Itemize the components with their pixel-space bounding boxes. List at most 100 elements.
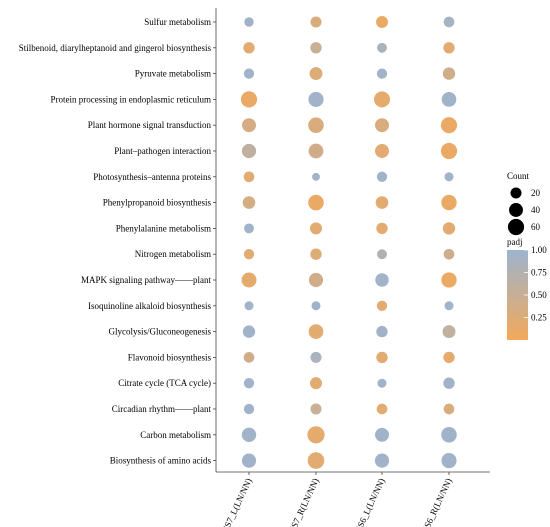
- bubble: [309, 222, 323, 235]
- bubble: [308, 194, 324, 211]
- bubble: [243, 403, 255, 415]
- bubble: [308, 91, 324, 107]
- count-legend-label: 20: [531, 188, 541, 198]
- bubble: [443, 403, 455, 415]
- bubble: [243, 378, 255, 389]
- bubble: [440, 142, 458, 160]
- bubble: [310, 351, 322, 363]
- bubble: [376, 351, 388, 364]
- bubble: [376, 68, 388, 79]
- bubble: [375, 196, 389, 209]
- pathway-label: Protein processing in endoplasmic reticu…: [51, 94, 211, 104]
- bubble: [310, 403, 322, 415]
- bubble: [441, 272, 457, 288]
- bubble: [376, 171, 388, 182]
- bubble: [443, 16, 455, 28]
- bubble: [308, 272, 324, 288]
- bubble: [440, 117, 458, 134]
- pathway-label: Plant hormone signal transduction: [88, 120, 212, 130]
- bubble: [308, 117, 324, 133]
- bubble: [374, 91, 390, 108]
- bubble: [241, 272, 257, 288]
- bubble: [375, 118, 389, 133]
- count-legend-dot: [507, 218, 525, 236]
- pathway-label: Flavonoid biosynthesis: [128, 352, 212, 362]
- bubble: [312, 172, 320, 181]
- bubble: [441, 194, 457, 211]
- pathway-label: Isoquinoline alkaloid biosynthesis: [88, 301, 211, 311]
- bubble: [441, 427, 457, 443]
- pathway-label: Phenylalanine metabolism: [116, 223, 211, 233]
- bubble: [376, 222, 388, 235]
- bubble: [442, 325, 456, 339]
- bubble: [441, 92, 457, 107]
- bubble: [441, 453, 457, 469]
- bubble: [241, 143, 257, 159]
- pathway-label: Pyruvate metabolism: [135, 69, 211, 79]
- bubble: [241, 453, 257, 468]
- count-legend-label: 40: [531, 205, 541, 215]
- bubble: [443, 351, 455, 364]
- bubble: [309, 67, 323, 81]
- bubble: [377, 378, 387, 388]
- sample-label: NS7_L(LN/NN): [220, 477, 254, 527]
- padj-legend-title: padj: [507, 237, 523, 247]
- bubble: [310, 16, 322, 28]
- pathway-label: Biosynthesis of amino acids: [110, 456, 212, 466]
- bubble: [442, 222, 456, 235]
- bubble: [444, 301, 454, 311]
- bubble: [243, 171, 255, 183]
- bubble: [243, 249, 255, 260]
- pathway-label: Circadian rhythm——plant: [112, 404, 212, 414]
- bubble: [375, 144, 389, 158]
- bubble: [376, 16, 388, 28]
- bubble: [307, 452, 325, 469]
- bubble: [308, 324, 324, 339]
- count-legend-dot: [509, 203, 523, 217]
- pathway-labels: Sulfur metabolism Stilbenoid, diarylhepta…: [19, 17, 216, 466]
- bubble: [240, 91, 258, 108]
- bubble: [377, 249, 387, 260]
- count-legend-title: Count: [507, 171, 530, 181]
- bubble: [243, 352, 255, 363]
- padj-tick-label: 0.50: [531, 290, 547, 300]
- sample-label: NS7_R(LN/NN): [286, 477, 320, 527]
- bubble: [309, 377, 323, 390]
- bubble: [244, 301, 254, 311]
- padj-tick-label: 0.25: [531, 313, 547, 323]
- padj-tick-label: 0.75: [531, 268, 547, 278]
- bubble: [241, 427, 257, 443]
- bubble: [375, 273, 389, 287]
- axes: [215, 8, 490, 473]
- bubble: [443, 42, 455, 54]
- bubble: [443, 248, 455, 260]
- bubble: [242, 118, 256, 133]
- sample-label: XS6_R(LN/NN): [419, 477, 453, 527]
- count-legend-dot: [510, 187, 522, 199]
- sample-labels: NS7_L(LN/NN) NS7_R(LN/NN) XS6_L(LN/NN) XS6_…: [220, 472, 454, 527]
- bubble: [310, 248, 322, 260]
- bubble: [376, 403, 388, 415]
- bubble: [311, 301, 321, 311]
- pathway-label: Carbon metabolism: [140, 430, 211, 440]
- sample-label: XS6_L(LN/NN): [353, 477, 387, 527]
- bubble: [443, 377, 455, 389]
- bubble: [244, 223, 254, 234]
- pathway-label: Citrate cycle (TCA cycle): [118, 378, 211, 388]
- bubble: [374, 453, 390, 468]
- bubble: [244, 17, 254, 27]
- count-legend: Count 20 40 60: [507, 171, 541, 236]
- pathway-label: Phenylpropanoid biosynthesis: [103, 198, 212, 208]
- pathway-label: Nitrogen metabolism: [135, 249, 211, 259]
- bubble: [442, 67, 456, 80]
- bubble: [307, 426, 325, 444]
- bubble: [310, 42, 322, 54]
- bubble: [376, 325, 388, 338]
- pathway-label: Plant–pathogen interaction: [114, 146, 211, 156]
- bubble: [376, 300, 388, 311]
- pathway-label: MAPK signaling pathway——plant: [81, 275, 211, 285]
- pathway-label: Glycolysis/Gluconeogenesis: [109, 327, 212, 337]
- padj-legend: padj 1.00 0.75 0.50 0.25: [507, 237, 547, 340]
- padj-tick-label: 1.00: [531, 245, 547, 255]
